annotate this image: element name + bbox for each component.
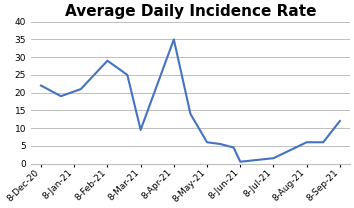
Title: Average Daily Incidence Rate: Average Daily Incidence Rate: [65, 4, 316, 19]
